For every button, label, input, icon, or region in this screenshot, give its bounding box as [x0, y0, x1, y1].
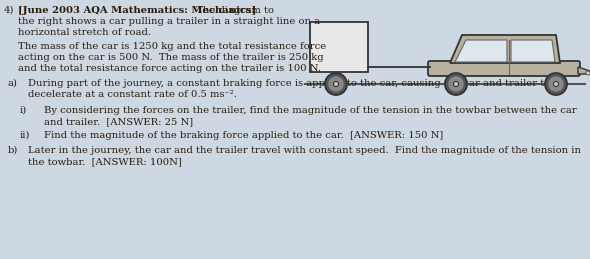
Text: i): i): [20, 106, 27, 115]
Text: Find the magnitude of the braking force applied to the car.  [ANSWER: 150 N]: Find the magnitude of the braking force …: [44, 131, 443, 140]
Text: decelerate at a constant rate of 0.5 ms⁻².: decelerate at a constant rate of 0.5 ms⁻…: [28, 90, 237, 99]
Text: and the total resistance force acting on the trailer is 100 N.: and the total resistance force acting on…: [18, 64, 321, 73]
Text: Later in the journey, the car and the trailer travel with constant speed.  Find : Later in the journey, the car and the tr…: [28, 146, 581, 155]
Circle shape: [325, 73, 347, 95]
Circle shape: [454, 82, 458, 87]
Text: a): a): [8, 79, 18, 88]
Text: 4): 4): [4, 6, 15, 15]
Polygon shape: [578, 67, 590, 74]
Circle shape: [549, 77, 563, 91]
Circle shape: [329, 77, 343, 91]
Polygon shape: [455, 40, 507, 62]
Text: acting on the car is 500 N.  The mass of the trailer is 250 kg: acting on the car is 500 N. The mass of …: [18, 53, 324, 62]
Text: horizontal stretch of road.: horizontal stretch of road.: [18, 28, 151, 37]
Circle shape: [545, 73, 567, 95]
Polygon shape: [450, 35, 560, 63]
Circle shape: [333, 82, 339, 87]
Circle shape: [449, 77, 463, 91]
Circle shape: [445, 73, 467, 95]
Text: During part of the journey, a constant braking force is applied to the car, caus: During part of the journey, a constant b…: [28, 79, 550, 88]
Text: By considering the forces on the trailer, find the magnitude of the tension in t: By considering the forces on the trailer…: [44, 106, 577, 115]
Circle shape: [553, 82, 559, 87]
Text: ii): ii): [20, 131, 31, 140]
Text: and trailer.  [ANSWER: 25 N]: and trailer. [ANSWER: 25 N]: [44, 117, 193, 126]
Text: the towbar.  [ANSWER: 100N]: the towbar. [ANSWER: 100N]: [28, 157, 182, 166]
Text: the right shows a car pulling a trailer in a straight line on a: the right shows a car pulling a trailer …: [18, 17, 320, 26]
Text: The mass of the car is 1250 kg and the total resistance force: The mass of the car is 1250 kg and the t…: [18, 42, 326, 51]
FancyBboxPatch shape: [310, 22, 368, 72]
Circle shape: [586, 71, 590, 75]
Text: The diagram to: The diagram to: [193, 6, 274, 15]
Text: [June 2003 AQA Mathematics: Mechanics]: [June 2003 AQA Mathematics: Mechanics]: [18, 6, 256, 15]
Text: b): b): [8, 146, 18, 155]
FancyBboxPatch shape: [428, 61, 580, 76]
Polygon shape: [511, 40, 555, 62]
